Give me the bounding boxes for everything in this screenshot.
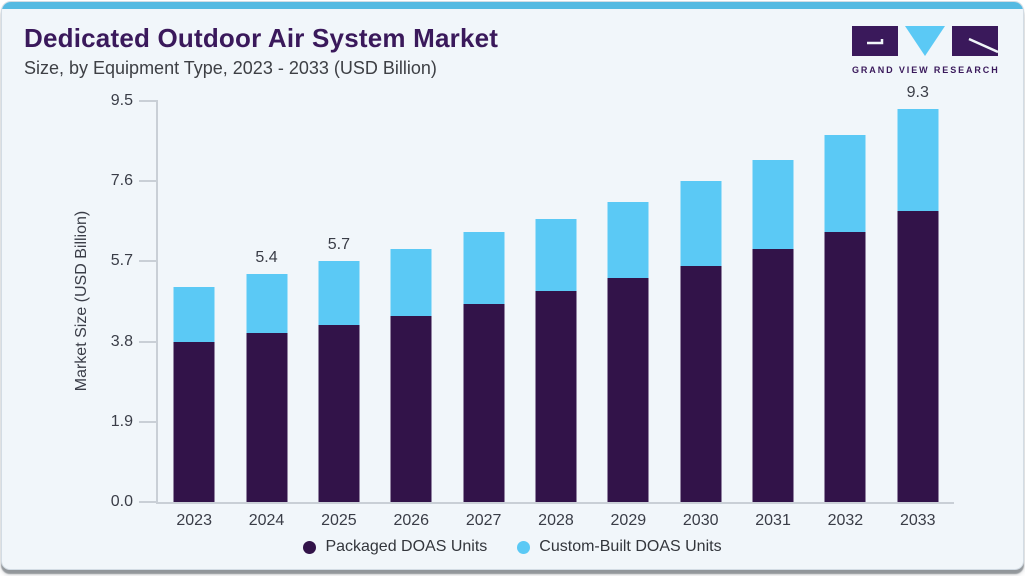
- custom-built-segment: [607, 202, 649, 279]
- stacked-bar-2031: [752, 101, 794, 502]
- bar-value-label-2025: 5.7: [327, 236, 351, 254]
- grand-view-research-logo: GRAND VIEW RESEARCH: [852, 26, 1000, 75]
- packaged-segment: [318, 324, 360, 502]
- y-tick-label: 0.0: [110, 493, 133, 510]
- x-axis-label-2029: 2029: [610, 512, 647, 529]
- gvr-logo-icon: [852, 26, 999, 56]
- stacked-bar-2024: [246, 101, 288, 502]
- x-axis-label-2028: 2028: [538, 512, 574, 529]
- x-axis-label-2025: 2025: [321, 512, 357, 529]
- custom-built-segment: [463, 231, 505, 304]
- y-axis-title: Market Size (USD Billion): [73, 210, 90, 392]
- stacked-bar-2032: [824, 101, 866, 502]
- bar-column-2030: 2030: [665, 101, 737, 529]
- packaged-segment: [897, 210, 939, 502]
- y-tick-mark: [139, 340, 158, 343]
- stacked-bar-2026: [390, 101, 432, 502]
- logo-v-triangle: [905, 26, 945, 56]
- stacked-bar-2027: [463, 101, 505, 502]
- legend-swatch: [517, 540, 531, 554]
- custom-built-segment: [173, 286, 215, 342]
- x-axis-label-2023: 2023: [176, 512, 212, 529]
- logo-r-leg: [968, 37, 999, 54]
- custom-built-segment: [897, 109, 939, 211]
- page-title: Dedicated Outdoor Air System Market: [24, 23, 499, 53]
- logo-g-notch: [867, 39, 884, 45]
- packaged-segment: [680, 265, 722, 502]
- legend-swatch: [303, 540, 317, 554]
- x-axis-label-2033: 2033: [899, 512, 936, 529]
- packaged-segment: [390, 316, 432, 502]
- legend-item-packaged: Packaged DOAS Units: [303, 538, 487, 556]
- bar-column-2023: 2023: [158, 101, 230, 529]
- y-tick-label: 5.7: [110, 252, 133, 270]
- x-axis-label-2032: 2032: [827, 512, 864, 529]
- stacked-bar-2030: [680, 101, 722, 502]
- y-tick-label: 3.8: [110, 332, 133, 350]
- bar-column-2033: 9.3 2033: [882, 84, 954, 529]
- packaged-segment: [535, 290, 577, 502]
- x-axis-label-2027: 2027: [465, 512, 502, 529]
- bar-column-2028: 2028: [520, 101, 592, 529]
- custom-built-segment: [318, 261, 360, 325]
- bar-column-2031: 2031: [737, 101, 809, 529]
- x-axis-label-2031: 2031: [755, 512, 791, 529]
- stacked-bar-2033: [897, 101, 939, 502]
- top-accent-bar: [2, 2, 1023, 9]
- custom-built-segment: [246, 274, 288, 334]
- x-axis-label-2026: 2026: [393, 512, 430, 529]
- bar-column-2025: 5.7 2025: [303, 101, 375, 529]
- page-subtitle: Size, by Equipment Type, 2023 - 2033 (US…: [24, 57, 437, 78]
- plot-area: 0.0 1.9 3.8 5.7 7.6 9.5 2023 5.4 2024 5.7 2025 202…: [111, 84, 954, 529]
- stacked-bar-2023: [173, 101, 215, 502]
- stacked-bar-2025: [318, 101, 360, 502]
- bar-column-2029: 2029: [592, 101, 664, 529]
- custom-built-segment: [752, 160, 794, 249]
- stacked-bar-2029: [607, 101, 649, 502]
- legend: Packaged DOAS Units Custom-Built DOAS Un…: [2, 538, 1023, 556]
- x-axis-label-2030: 2030: [682, 512, 719, 529]
- y-tick-mark: [139, 100, 158, 102]
- packaged-segment: [246, 333, 288, 502]
- legend-item-custom-built: Custom-Built DOAS Units: [517, 538, 722, 556]
- custom-built-segment: [535, 219, 577, 291]
- x-axis-label-2024: 2024: [248, 512, 285, 529]
- logo-wordmark: GRAND VIEW RESEARCH: [852, 65, 1000, 75]
- bar-column-2024: 5.4 2024: [230, 101, 302, 529]
- bar-column-2032: 2032: [809, 101, 881, 529]
- legend-label-custom-built: Custom-Built DOAS Units: [539, 538, 722, 555]
- bar-column-2027: 2027: [447, 101, 519, 529]
- legend-label-packaged: Packaged DOAS Units: [325, 538, 488, 555]
- packaged-segment: [824, 231, 866, 502]
- custom-built-segment: [390, 248, 432, 317]
- packaged-segment: [752, 248, 794, 502]
- y-tick-label: 1.9: [110, 412, 133, 430]
- y-tick-mark: [139, 501, 158, 503]
- y-tick-label: 7.6: [110, 172, 133, 190]
- bar-value-label-2024: 5.4: [255, 249, 278, 267]
- packaged-segment: [463, 303, 505, 502]
- chart-header: Dedicated Outdoor Air System Market Size…: [24, 24, 498, 79]
- custom-built-segment: [824, 134, 866, 232]
- bar-columns: 2023 5.4 2024 5.7 2025 2026 2027 2028 2029 2030 20…: [158, 84, 954, 529]
- packaged-segment: [607, 278, 649, 502]
- y-tick-mark: [139, 420, 158, 423]
- y-tick-label: 9.5: [110, 92, 133, 109]
- stacked-bar-2028: [535, 101, 577, 502]
- packaged-segment: [173, 341, 215, 502]
- y-tick-mark: [139, 260, 158, 263]
- custom-built-segment: [680, 181, 722, 266]
- y-tick-mark: [139, 180, 158, 183]
- bar-value-label-2033: 9.3: [906, 84, 929, 102]
- logo-g-shape: [852, 26, 898, 56]
- bar-column-2026: 2026: [375, 101, 447, 529]
